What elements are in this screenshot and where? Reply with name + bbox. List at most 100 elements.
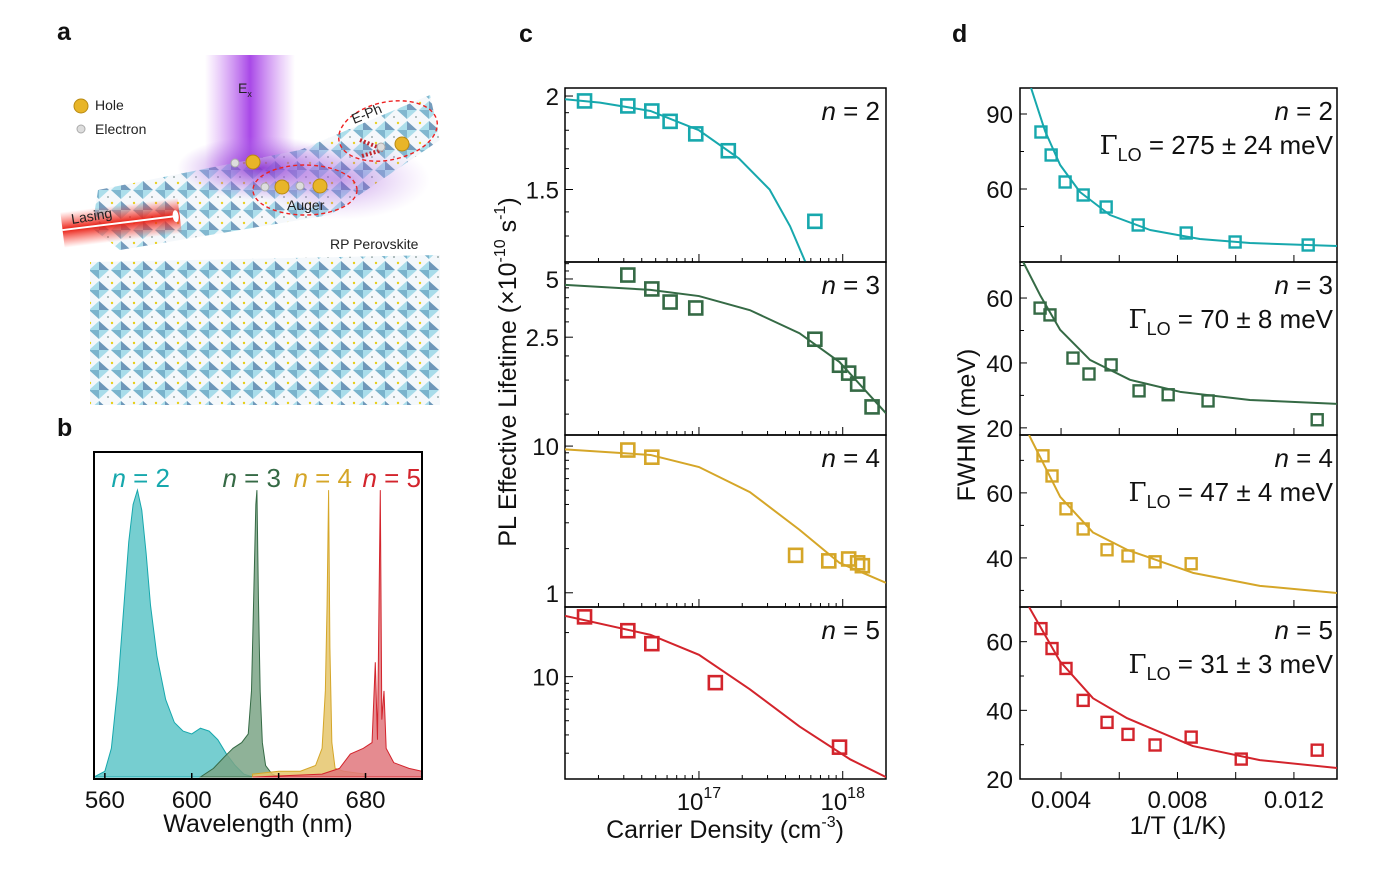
data-point: [1148, 738, 1162, 752]
fit-line: [565, 283, 886, 414]
data-point: [707, 674, 724, 691]
n-value: = 5: [836, 615, 880, 645]
data-point: [1036, 449, 1050, 463]
data-point: [849, 555, 866, 571]
data-point: [1310, 413, 1324, 427]
tick-exponent: 17: [703, 785, 721, 802]
n-value: = 2: [836, 96, 880, 126]
data-point: [1034, 621, 1048, 636]
gamma-subscript: LO: [1147, 664, 1171, 684]
data-point: [1121, 549, 1135, 563]
subplot-n5: 20 40 60 n = 5 ΓLO = 31 ± 3 meV: [986, 606, 1338, 794]
data-point: [1076, 188, 1090, 202]
y-tick-label: 1.5: [526, 177, 559, 204]
legend-electron-icon: [76, 124, 86, 134]
spectrum-2: [93, 488, 253, 778]
n-symbol: n: [821, 443, 835, 473]
data-point: [1132, 384, 1146, 398]
y-tick-label: 20: [986, 767, 1013, 794]
data-point: [1044, 148, 1058, 162]
y-tick-label: 5: [546, 267, 559, 294]
data-point: [1100, 715, 1114, 730]
data-point: [840, 365, 857, 381]
y-tick-label: 60: [986, 286, 1013, 313]
data-point: [620, 622, 636, 639]
data-point: [1043, 308, 1057, 322]
data-point: [1234, 752, 1248, 766]
n-value: = 4: [836, 443, 880, 473]
gamma-subscript: LO: [1118, 145, 1142, 165]
y-tick-label: 2: [546, 84, 559, 111]
subplot-label: n = 3: [1274, 270, 1333, 300]
fit-line: [565, 98, 807, 262]
hole-icon: [312, 178, 328, 194]
subplot-n3: 5 2.5 n = 3: [526, 261, 887, 436]
data-point: [1066, 351, 1080, 365]
data-point: [662, 294, 678, 310]
fit-line: [565, 614, 886, 779]
x-axis-label-text: Carrier Density (cm: [606, 816, 821, 844]
y-tick-label: 90: [986, 102, 1013, 129]
gamma-lo-label: ΓLO = 47 ± 4 meV: [1129, 477, 1334, 512]
data-point: [820, 553, 837, 569]
carrier-glow: [250, 140, 430, 220]
fit-line: [1028, 607, 1337, 770]
subplot-n5: 10 n = 5: [532, 606, 887, 780]
tick-exponent: 18: [847, 785, 865, 802]
data-point: [831, 357, 848, 374]
spectrum-3: [198, 490, 279, 778]
data-point: [1161, 388, 1175, 402]
lasing-label: Lasing: [70, 205, 113, 227]
data-point: [1184, 730, 1198, 744]
data-point: [644, 281, 660, 297]
data-point: [644, 635, 660, 652]
data-point: [1099, 200, 1113, 214]
n-value: = 4: [1289, 443, 1333, 473]
y-tick-label: 60: [986, 630, 1013, 657]
subplot-n4: 10 1 n = 4: [532, 434, 887, 608]
gamma-lo-label: ΓLO = 31 ± 3 meV: [1129, 649, 1334, 684]
n-value: = 5: [377, 463, 421, 493]
data-point: [1059, 661, 1073, 676]
data-point: [1058, 175, 1072, 189]
y-tick-label: 40: [986, 698, 1013, 725]
data-point: [1104, 358, 1118, 372]
data-point: [576, 93, 593, 109]
subplot-n2: 1.5 2 n = 2: [526, 84, 887, 263]
y-axis-label-part: PL Effective Lifetime (×10: [494, 262, 522, 546]
y-tick-label: 2.5: [526, 325, 559, 352]
x-axis-label: Wavelength (nm): [163, 810, 352, 838]
x-tick-label: 0.008: [1147, 787, 1207, 814]
y-axis-label: PL Effective Lifetime (×10-10 s-1): [492, 197, 522, 546]
n-value: = 2: [126, 463, 170, 493]
gamma-subscript: LO: [1147, 492, 1171, 512]
gamma-symbol: Γ: [1129, 305, 1147, 335]
fit-line: [1030, 88, 1337, 247]
data-point: [787, 547, 804, 564]
data-point: [1301, 238, 1315, 252]
data-point: [1310, 743, 1324, 757]
n-symbol: n: [821, 270, 835, 300]
legend-electron-label: Electron: [95, 121, 146, 137]
legend-entry: n = 2: [111, 463, 170, 493]
x-axis-label: 1/T (1/K): [1130, 812, 1227, 840]
gamma-value: = 70 ± 8 meV: [1171, 304, 1334, 334]
electron-icon: [376, 142, 386, 152]
n-symbol: n: [1274, 615, 1288, 645]
data-point: [1179, 226, 1193, 240]
x-tick-label: 0.012: [1264, 787, 1324, 814]
auger-label: Auger: [287, 197, 325, 213]
y-tick-label: 20: [986, 416, 1013, 443]
legend-hole-icon: [73, 98, 89, 114]
x-tick-label: 600: [172, 787, 212, 814]
y-axis-label-part: ): [494, 197, 522, 205]
data-point: [662, 113, 678, 130]
eph-process-outline: [338, 100, 438, 162]
plot-frame: [564, 606, 887, 780]
data-point: [831, 739, 848, 755]
data-point: [1100, 543, 1114, 557]
subplot-n2: 60 90 n = 2 ΓLO = 275 ± 24 meV: [986, 87, 1338, 263]
hole-icon: [245, 154, 261, 170]
data-point: [1184, 557, 1198, 571]
